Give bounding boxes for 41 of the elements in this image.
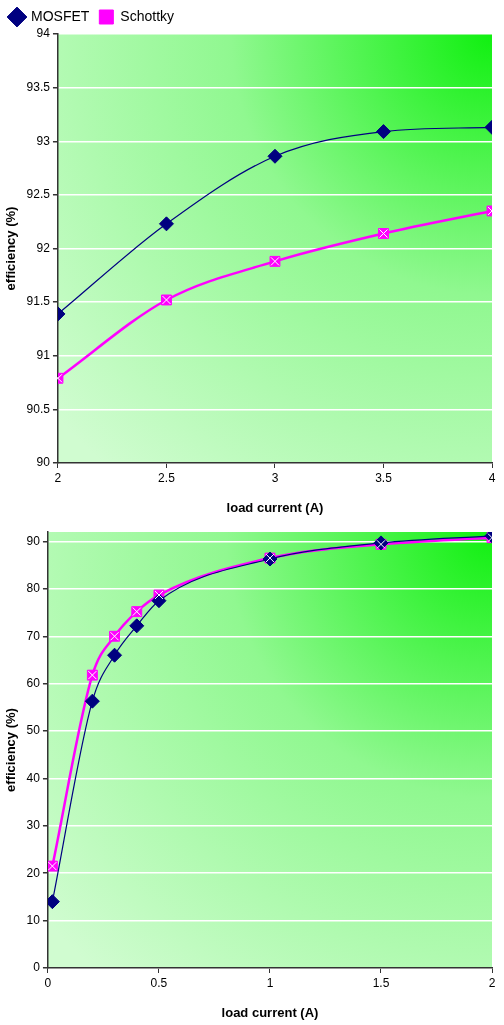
y-tick-label: 50: [26, 723, 41, 738]
y-axis-title: efficiency (%): [3, 206, 19, 291]
x-axis-title: load current (A): [221, 1004, 319, 1020]
y-tick-label: 91: [36, 348, 51, 363]
point: [151, 593, 167, 609]
y-tick-label: 90: [26, 533, 41, 548]
y-tick-label: 10: [26, 912, 41, 927]
point: [267, 148, 283, 164]
point: [107, 647, 123, 663]
y-tick-label: 90: [36, 455, 51, 470]
x-tick-label: 3: [271, 470, 279, 485]
y-tick-label: 91.5: [26, 294, 51, 309]
x-tick-label: 2: [488, 975, 496, 990]
x-tick-label: 2.5: [158, 470, 176, 485]
y-tick-label: 20: [26, 865, 41, 880]
y-tick-label: 90.5: [26, 401, 51, 416]
legend-label: MOSFET: [31, 7, 90, 24]
point: [158, 216, 174, 232]
y-tick-label: 92.5: [26, 187, 51, 202]
x-tick-label: 4: [488, 470, 496, 485]
y-tick-label: 92: [36, 240, 51, 255]
legend-label: Schottky: [120, 7, 175, 24]
x-axis-title: load current (A): [226, 499, 324, 515]
x-tick-label: 3.5: [375, 470, 393, 485]
y-tick-label: 93.5: [26, 79, 51, 94]
y-tick-label: 40: [26, 770, 41, 785]
y-tick-label: 70: [26, 628, 41, 643]
point: [129, 618, 145, 634]
y-tick-label: 94: [36, 26, 51, 41]
point: [84, 693, 100, 709]
y-tick-label: 93: [36, 133, 51, 148]
y-tick-label: 80: [26, 581, 41, 596]
y-tick-label: 30: [26, 818, 41, 833]
x-tick-label: 1.5: [372, 975, 390, 990]
x-tick-label: 2: [54, 470, 62, 485]
x-tick-label: 1: [266, 975, 274, 990]
y-tick-label: 0: [33, 960, 41, 975]
y-tick-label: 60: [26, 675, 41, 690]
point: [375, 124, 391, 140]
y-axis-title: efficiency (%): [3, 708, 19, 792]
x-tick-label: 0.5: [150, 975, 168, 990]
